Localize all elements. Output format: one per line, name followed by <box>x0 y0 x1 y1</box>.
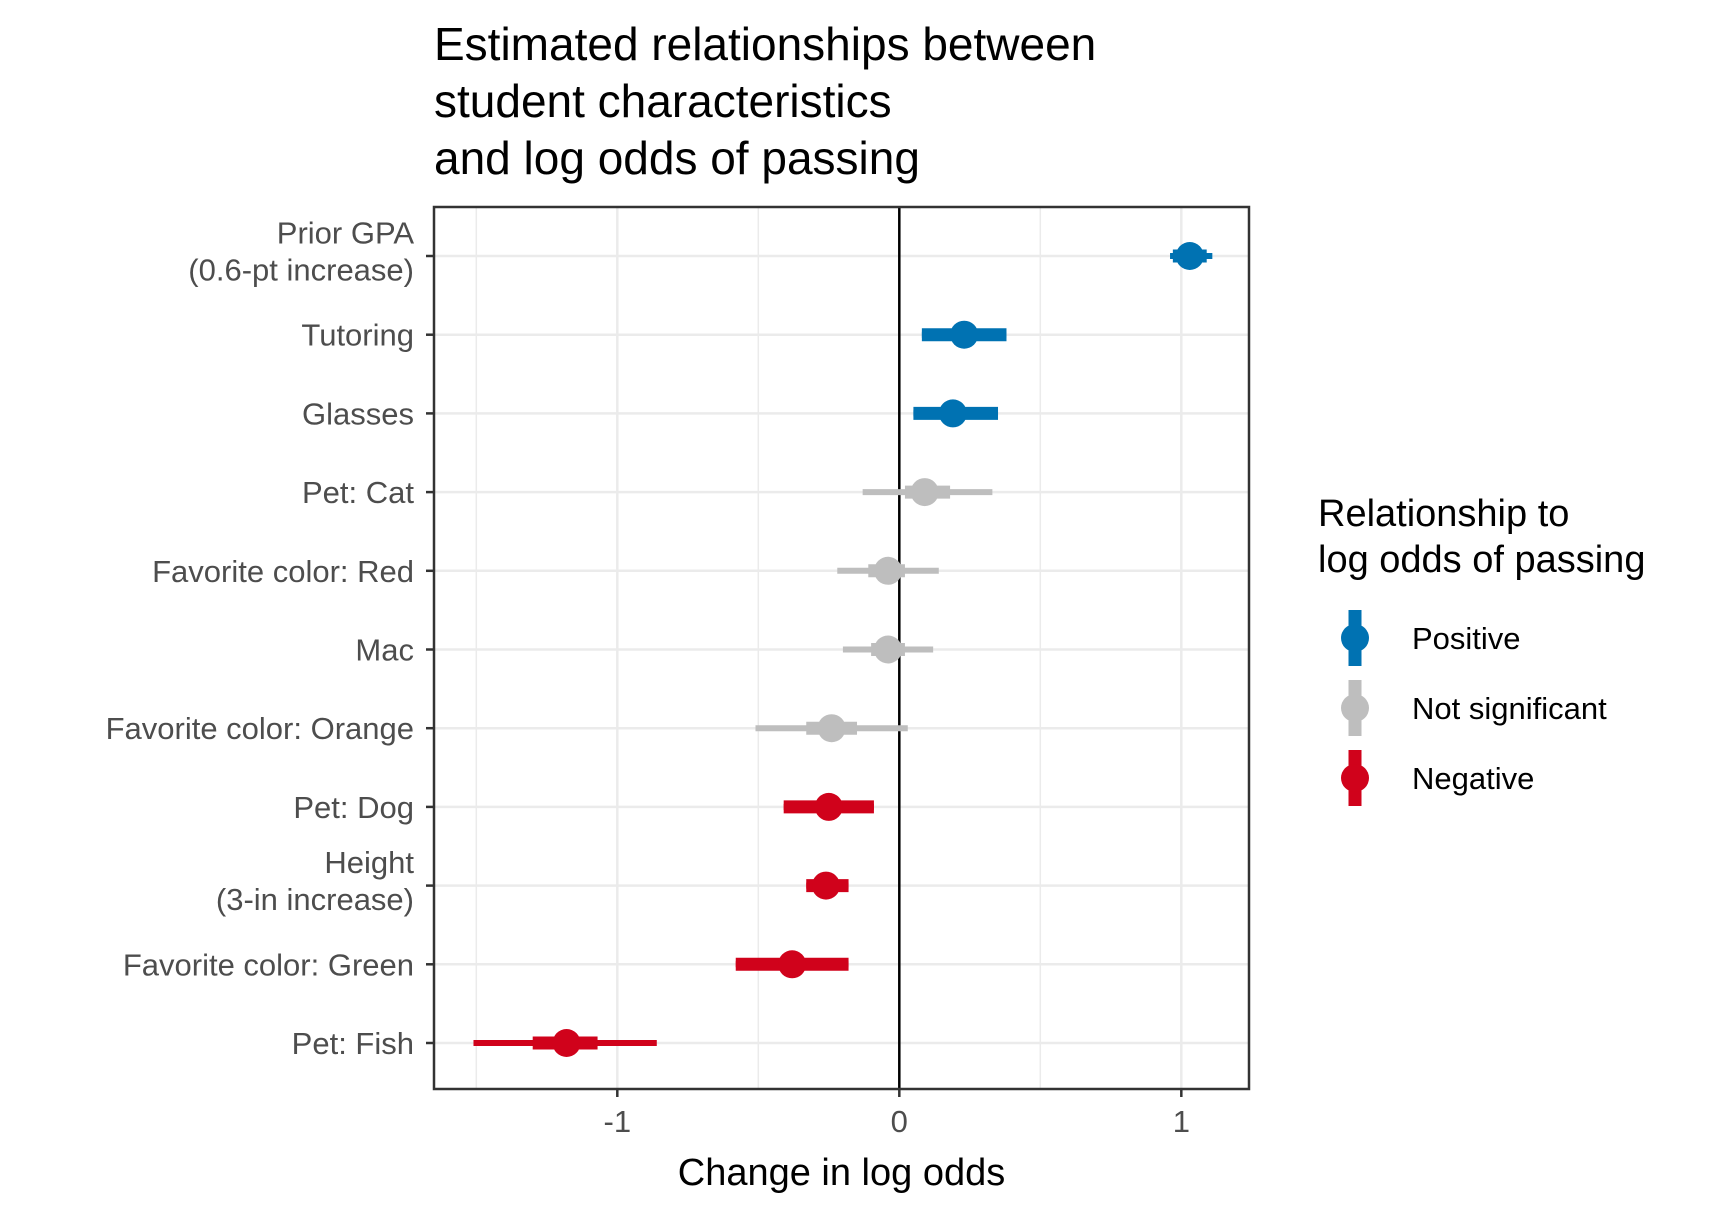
legend-label: Positive <box>1412 621 1521 656</box>
legend-title-line: log odds of passing <box>1318 539 1645 581</box>
estimate-point <box>814 792 843 821</box>
y-tick-label: Pet: Fish <box>292 1026 414 1061</box>
estimate-point <box>874 556 903 585</box>
estimate-point <box>817 714 846 743</box>
legend-label: Not significant <box>1412 691 1607 726</box>
legend-key-point <box>1341 764 1369 792</box>
y-tick-label: Favorite color: Green <box>123 947 414 982</box>
plot-panel-border <box>432 205 1251 1091</box>
y-tick-label: Tutoring <box>301 318 414 353</box>
estimate-point <box>938 399 967 428</box>
x-tick-label: 0 <box>891 1104 908 1139</box>
chart-title-line: student characteristics <box>434 75 892 127</box>
y-tick-label: Favorite color: Orange <box>106 711 414 746</box>
x-axis: -1 0 1 <box>604 1089 1190 1139</box>
estimate-point <box>910 478 939 507</box>
chart-title-line: and log odds of passing <box>434 132 920 184</box>
estimate-point <box>1175 242 1204 270</box>
x-axis-label: Change in log odds <box>678 1152 1005 1194</box>
estimate-point <box>950 320 979 349</box>
grid-lines <box>434 207 1249 1089</box>
data-marks <box>473 242 1213 1057</box>
y-tick-label: Pet: Dog <box>293 790 414 825</box>
chart-title-line: Estimated relationships between <box>434 18 1096 70</box>
y-tick-label: (3-in increase) <box>216 882 414 917</box>
estimate-point <box>552 1029 581 1057</box>
y-tick-label: Pet: Cat <box>302 475 414 510</box>
x-tick-label: 1 <box>1173 1104 1190 1139</box>
x-tick-label: -1 <box>604 1104 632 1139</box>
estimate-point <box>778 950 807 979</box>
estimate-point <box>874 635 903 664</box>
y-tick-label: (0.6-pt increase) <box>188 253 414 288</box>
y-axis: Prior GPA(0.6-pt increase) Tutoring Glasse… <box>106 216 434 1061</box>
y-tick-label: Glasses <box>302 396 414 431</box>
y-tick-label: Prior GPA <box>277 216 415 251</box>
y-tick-label: Height <box>324 845 414 880</box>
y-tick-label: Favorite color: Red <box>152 554 414 589</box>
legend-label: Negative <box>1412 761 1534 796</box>
legend-title-line: Relationship to <box>1318 493 1569 535</box>
y-tick-label: Mac <box>355 633 414 668</box>
legend-key-point <box>1341 624 1369 652</box>
estimate-point <box>811 871 840 900</box>
legend-key-point <box>1341 694 1369 722</box>
